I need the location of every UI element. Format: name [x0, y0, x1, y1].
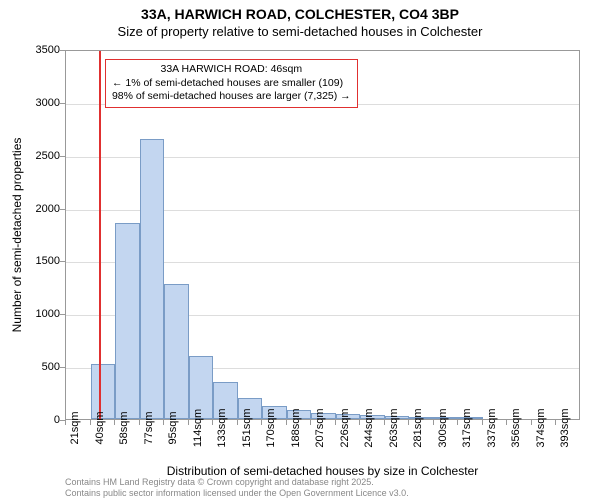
- x-tick-mark: [114, 420, 115, 425]
- x-tick-label: 95sqm: [167, 411, 179, 444]
- x-tick-mark: [65, 420, 66, 425]
- x-tick-label: 21sqm: [69, 411, 81, 444]
- x-tick-mark: [482, 420, 483, 425]
- histogram-bar: [140, 139, 165, 419]
- x-tick-label: 226sqm: [339, 408, 351, 447]
- x-tick-label: 151sqm: [241, 408, 253, 447]
- x-tick-label: 207sqm: [314, 408, 326, 447]
- annotation-larger: 98% of semi-detached houses are larger (…: [112, 90, 351, 104]
- chart-title-address: 33A, HARWICH ROAD, COLCHESTER, CO4 3BP: [0, 6, 600, 22]
- x-tick-label: 393sqm: [559, 408, 571, 447]
- x-tick-mark: [188, 420, 189, 425]
- x-tick-label: 58sqm: [118, 411, 130, 444]
- annotation-smaller: ← 1% of semi-detached houses are smaller…: [112, 77, 351, 91]
- x-tick-mark: [457, 420, 458, 425]
- x-tick-mark: [433, 420, 434, 425]
- x-tick-mark: [261, 420, 262, 425]
- chart-subtitle: Size of property relative to semi-detach…: [0, 24, 600, 39]
- y-tick-label: 500: [20, 361, 60, 373]
- x-tick-mark: [286, 420, 287, 425]
- x-tick-mark: [335, 420, 336, 425]
- x-axis-label: Distribution of semi-detached houses by …: [65, 464, 580, 478]
- x-tick-label: 188sqm: [290, 408, 302, 447]
- attribution-line1: Contains HM Land Registry data © Crown c…: [65, 477, 409, 487]
- y-tick-label: 2500: [20, 150, 60, 162]
- y-tick-label: 3000: [20, 97, 60, 109]
- x-tick-label: 40sqm: [94, 411, 106, 444]
- y-axis-label: Number of semi-detached properties: [10, 138, 24, 333]
- x-tick-label: 337sqm: [486, 408, 498, 447]
- histogram-bar: [115, 223, 140, 419]
- x-tick-mark: [408, 420, 409, 425]
- x-tick-label: 300sqm: [437, 408, 449, 447]
- attribution-text: Contains HM Land Registry data © Crown c…: [65, 477, 409, 498]
- x-tick-label: 114sqm: [192, 409, 204, 447]
- y-tick-label: 0: [20, 414, 60, 426]
- x-tick-mark: [90, 420, 91, 425]
- y-tick-label: 1000: [20, 308, 60, 320]
- plot-area: 33A HARWICH ROAD: 46sqm ← 1% of semi-det…: [65, 50, 580, 420]
- x-tick-label: 374sqm: [535, 408, 547, 447]
- marker-line: [99, 51, 101, 419]
- annotation-callout: 33A HARWICH ROAD: 46sqm ← 1% of semi-det…: [105, 59, 358, 108]
- x-tick-mark: [212, 420, 213, 425]
- attribution-line2: Contains public sector information licen…: [65, 488, 409, 498]
- x-tick-mark: [139, 420, 140, 425]
- x-tick-mark: [531, 420, 532, 425]
- y-tick-label: 1500: [20, 255, 60, 267]
- x-tick-mark: [310, 420, 311, 425]
- y-tick-label: 2000: [20, 203, 60, 215]
- property-size-histogram: 33A, HARWICH ROAD, COLCHESTER, CO4 3BP S…: [0, 0, 600, 500]
- annotation-header: 33A HARWICH ROAD: 46sqm: [112, 63, 351, 77]
- x-tick-mark: [359, 420, 360, 425]
- x-tick-label: 263sqm: [388, 408, 400, 447]
- x-tick-mark: [555, 420, 556, 425]
- x-tick-label: 281sqm: [412, 408, 424, 447]
- x-tick-mark: [163, 420, 164, 425]
- x-tick-label: 133sqm: [216, 408, 228, 447]
- histogram-bar: [164, 284, 189, 419]
- x-tick-mark: [237, 420, 238, 425]
- x-tick-label: 356sqm: [510, 408, 522, 447]
- x-tick-label: 244sqm: [363, 408, 375, 447]
- y-tick-label: 3500: [20, 44, 60, 56]
- x-tick-label: 170sqm: [265, 408, 277, 447]
- x-tick-mark: [384, 420, 385, 425]
- x-tick-label: 317sqm: [461, 408, 473, 447]
- x-tick-mark: [506, 420, 507, 425]
- x-tick-label: 77sqm: [143, 411, 155, 444]
